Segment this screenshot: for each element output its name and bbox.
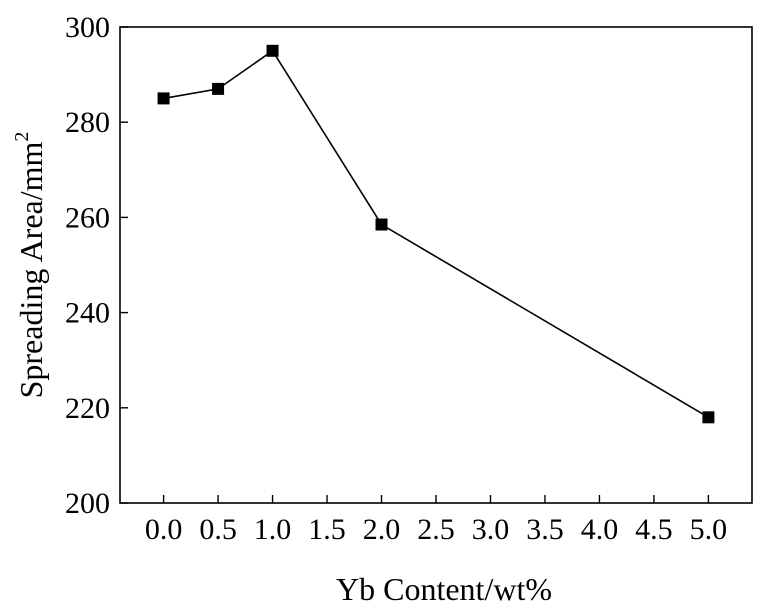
y-axis-label-text: Spreading Area/mm (13, 141, 49, 398)
x-tick-label: 3.5 (526, 513, 564, 546)
x-tick-label: 4.5 (635, 513, 673, 546)
data-point (157, 92, 170, 105)
y-tick-label: 280 (65, 106, 110, 139)
x-tick-label: 1.0 (254, 513, 292, 546)
x-tick-label: 0.5 (199, 513, 237, 546)
x-axis-label: Yb Content/wt% (336, 571, 552, 607)
data-point (702, 411, 715, 424)
series-layer (157, 44, 715, 424)
y-tick-label: 200 (65, 487, 110, 520)
data-point (212, 82, 225, 95)
y-tick-label: 300 (65, 11, 110, 44)
plot-frame (119, 26, 753, 504)
x-tick-label: 0.0 (145, 513, 183, 546)
x-tick-label: 2.5 (417, 513, 455, 546)
data-point (375, 218, 388, 231)
x-tick-label: 5.0 (690, 513, 728, 546)
x-tick-label: 2.0 (363, 513, 401, 546)
series-line (163, 49, 709, 419)
y-axis-label: Spreading Area/mm2 (11, 132, 49, 399)
x-axis-ticks: 0.0 0.5 1.0 1.5 2.0 2.5 3.0 3.5 4.0 4.5 5.0 (145, 495, 727, 546)
y-tick-label: 240 (65, 297, 110, 330)
y-tick-label: 220 (65, 392, 110, 425)
x-tick-label: 1.5 (308, 513, 346, 546)
x-tick-label: 4.0 (581, 513, 619, 546)
x-tick-label: 3.0 (472, 513, 510, 546)
data-point (266, 44, 279, 57)
y-axis-ticks: 200 220 240 260 280 300 (65, 11, 128, 520)
y-axis-label-superscript: 2 (11, 132, 33, 142)
y-tick-label: 260 (65, 201, 110, 234)
